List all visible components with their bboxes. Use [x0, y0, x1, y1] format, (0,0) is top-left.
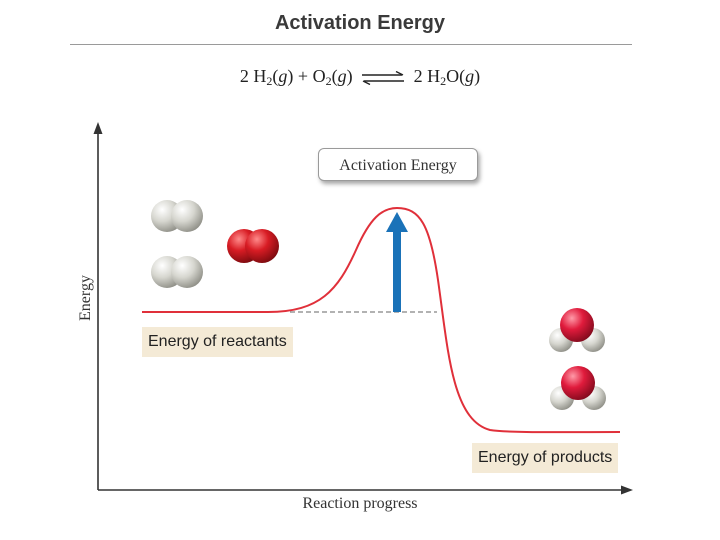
- eq-coefficient: 2: [413, 66, 423, 86]
- equilibrium-arrows-icon: [362, 70, 405, 85]
- title-divider: [70, 44, 632, 45]
- reactants-energy-label: Energy of reactants: [142, 327, 293, 357]
- eq-state: g: [337, 66, 347, 86]
- slide-title: Activation Energy: [274, 12, 446, 34]
- eq-state: g: [465, 66, 475, 86]
- hydrogen-molecule-icon: [151, 256, 203, 288]
- eq-coefficient: 2: [239, 66, 249, 86]
- products-energy-label: Energy of products: [472, 443, 619, 473]
- eq-hydrogen: H: [427, 66, 441, 86]
- energy-curve: [142, 206, 621, 434]
- chemical-equation: 2 H2(g) + O2(g) 2 H2O(g): [239, 66, 481, 88]
- eq-state: g: [278, 66, 288, 86]
- eq-plus: +: [297, 66, 309, 86]
- y-axis: [93, 122, 103, 490]
- activation-energy-callout: Activation Energy: [318, 148, 478, 181]
- eq-subscript: 2: [325, 74, 332, 88]
- activation-energy-arrow: [386, 212, 408, 312]
- oxygen-molecule-icon: [227, 229, 279, 263]
- eq-hydrogen: H: [253, 66, 267, 86]
- y-axis-label: Energy: [77, 275, 94, 321]
- water-molecule-icon: [550, 366, 606, 410]
- eq-oxygen: O: [446, 66, 460, 86]
- x-axis: [98, 485, 633, 495]
- water-molecule-icon: [549, 308, 605, 352]
- eq-subscript: 2: [266, 74, 273, 88]
- x-axis-label: Reaction progress: [302, 495, 418, 512]
- eq-oxygen: O: [312, 66, 326, 86]
- eq-subscript: 2: [440, 74, 447, 88]
- hydrogen-molecule-icon: [151, 200, 203, 232]
